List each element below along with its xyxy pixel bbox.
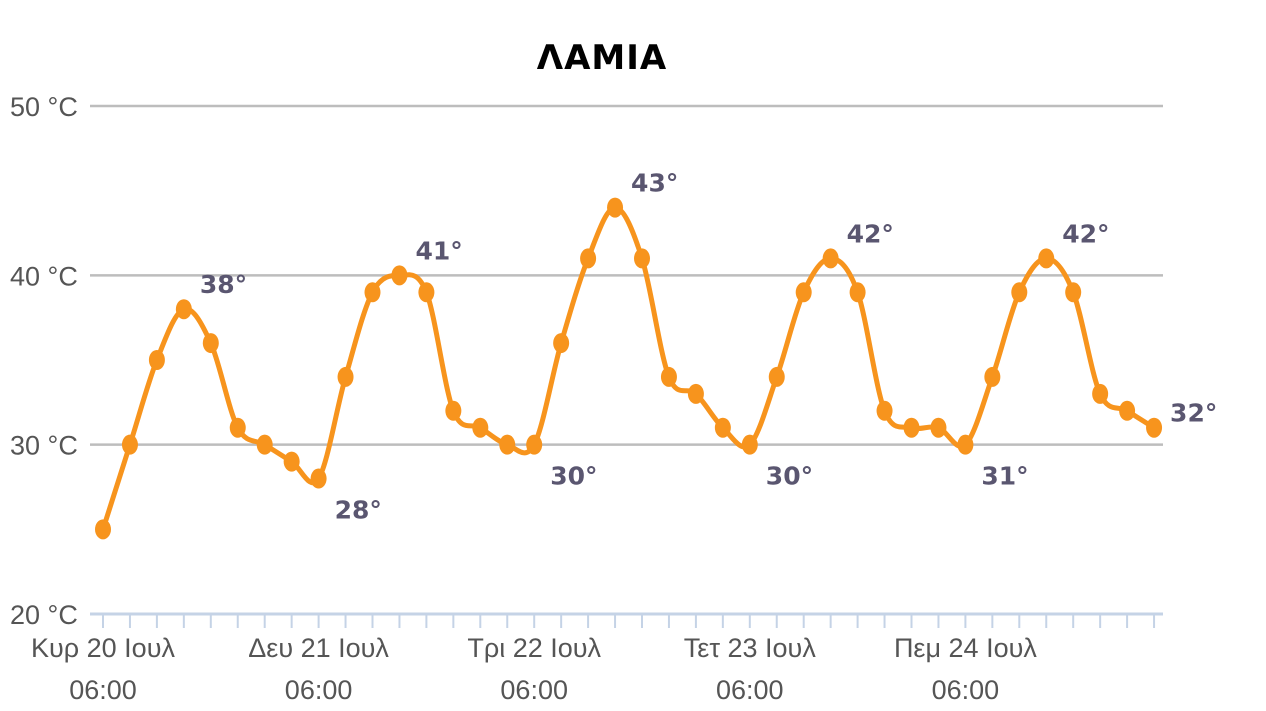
data-labels: 38° 28° 41° 30° 43° 30° 42° 31° 42° 32° (200, 169, 1217, 525)
x-axis-tick-labels: Κυρ 20 Ιουλ 06:00 Δευ 21 Ιουλ 06:00 Τρι 22 Ι… (31, 633, 1037, 705)
data-label: 31° (981, 462, 1028, 491)
x-tick-label-day: Δευ 21 Ιουλ (248, 633, 389, 663)
data-point (148, 350, 165, 370)
y-tick-label: 50 °C (10, 92, 78, 122)
data-label: 30° (766, 462, 813, 491)
data-point (984, 366, 1001, 387)
y-tick-label: 20 °C (10, 600, 78, 630)
data-point (903, 417, 920, 438)
data-point (337, 366, 354, 387)
data-point (1092, 383, 1109, 404)
data-point (310, 468, 327, 489)
data-point (660, 366, 677, 387)
data-point (445, 400, 462, 421)
y-tick-label: 40 °C (10, 261, 78, 291)
data-point (876, 400, 893, 421)
data-point (580, 248, 597, 269)
data-label: 42° (847, 219, 894, 248)
data-label: 43° (631, 169, 678, 198)
x-axis (90, 612, 1163, 628)
data-point (175, 299, 192, 320)
x-tick-label-day: Πεμ 24 Ιουλ (894, 633, 1037, 663)
data-point (822, 248, 839, 269)
data-point (121, 434, 138, 455)
data-point (687, 383, 704, 404)
data-point (553, 333, 570, 354)
data-point (364, 282, 381, 303)
y-tick-label: 30 °C (10, 431, 78, 461)
x-tick-label-day: Τετ 23 Ιουλ (684, 633, 817, 663)
data-point (1119, 400, 1136, 421)
data-point (957, 434, 974, 455)
data-point (229, 417, 246, 438)
data-point (849, 282, 866, 303)
data-point (1065, 282, 1082, 303)
data-label: 38° (200, 270, 247, 299)
data-point (1038, 248, 1055, 269)
x-tick-label-day: Κυρ 20 Ιουλ (31, 633, 175, 663)
data-point (472, 417, 489, 438)
data-point (714, 417, 731, 438)
data-label: 42° (1062, 219, 1109, 248)
data-point (634, 248, 650, 269)
x-tick-label-time: 06:00 (285, 675, 353, 705)
chart-title: ΛΑΜΙΑ (536, 38, 668, 78)
data-point (499, 434, 516, 455)
x-tick-label-time: 06:00 (500, 675, 568, 705)
grid-lines (90, 104, 1163, 446)
x-tick-label-day: Τρι 22 Ιουλ (467, 633, 601, 663)
x-tick-label-time: 06:00 (716, 675, 784, 705)
x-tick-label-time: 06:00 (69, 675, 137, 705)
data-point (526, 434, 543, 455)
data-point (283, 451, 300, 472)
y-axis-tick-labels: 20 °C 30 °C 40 °C 50 °C (10, 92, 78, 630)
data-label: 41° (415, 236, 462, 265)
data-point (256, 434, 273, 455)
data-point (1146, 417, 1163, 438)
data-label: 32° (1170, 399, 1217, 428)
series-temperature (95, 197, 1163, 540)
data-point (741, 434, 758, 455)
data-point (795, 282, 812, 303)
data-point (95, 519, 111, 540)
data-point (607, 197, 624, 218)
data-point (930, 417, 947, 438)
x-tick-label-time: 06:00 (932, 675, 1000, 705)
data-label: 30° (550, 462, 597, 491)
data-label: 28° (335, 496, 382, 525)
series-line (100, 205, 1156, 531)
data-point (202, 333, 219, 354)
data-point (418, 282, 435, 303)
data-point (1011, 282, 1028, 303)
data-point (768, 366, 785, 387)
data-point (391, 265, 408, 286)
